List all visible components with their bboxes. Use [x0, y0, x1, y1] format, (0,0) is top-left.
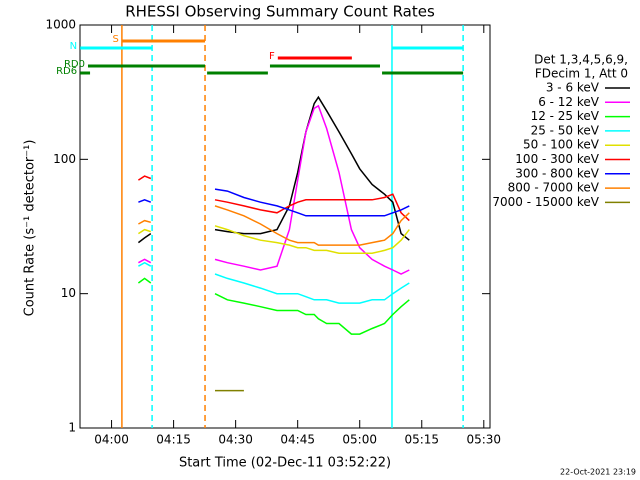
legend-label: 300 - 800 keV [515, 166, 599, 180]
legend-label: 6 - 12 keV [538, 95, 600, 109]
series-line [138, 188, 410, 217]
legend-label: 100 - 300 keV [515, 152, 599, 166]
flag-label: RD6 [56, 66, 77, 77]
y-tick-label: 1000 [45, 18, 76, 32]
series-line [138, 104, 410, 275]
x-tick-label: 04:00 [94, 433, 129, 447]
chart-title: RHESSI Observing Summary Count Rates [125, 3, 435, 21]
series-line [137, 175, 410, 222]
series-line [138, 205, 410, 246]
flag-label: N [70, 41, 77, 52]
y-axis-label: Count Rate (s⁻¹ detector⁻¹) [23, 140, 38, 317]
plot-frame [79, 24, 491, 429]
x-tick-label: 05:30 [466, 433, 501, 447]
legend-label: 3 - 6 keV [546, 81, 600, 95]
series-line [137, 95, 410, 244]
x-tick-label: 05:00 [342, 433, 377, 447]
legend-label: 7000 - 15000 keV [492, 195, 599, 209]
x-tick-label: 04:30 [218, 433, 253, 447]
legend-label: 25 - 50 keV [531, 123, 600, 137]
y-tick-label: 1 [68, 421, 76, 435]
legend-header: Det 1,3,4,5,6,9, [534, 53, 628, 67]
series-line [138, 261, 410, 304]
x-tick-label: 05:15 [404, 433, 439, 447]
legend-label: 50 - 100 keV [523, 138, 600, 152]
series-line [137, 277, 410, 335]
x-tick-label: 04:15 [156, 433, 191, 447]
legend-label: 12 - 25 keV [531, 109, 600, 123]
y-tick-label: 100 [53, 152, 76, 166]
flag-label: RD0 [64, 59, 85, 70]
x-axis-label: Start Time (02-Dec-11 03:52:22) [179, 456, 391, 471]
x-tick-label: 04:45 [280, 433, 315, 447]
legend-label: 800 - 7000 keV [508, 181, 600, 195]
flag-label: S [113, 34, 119, 45]
flag-label: F [269, 51, 275, 62]
series-line [137, 225, 410, 254]
y-tick-label: 10 [61, 286, 76, 300]
legend-header: FDecim 1, Att 0 [535, 67, 628, 81]
timestamp: 22-Oct-2021 23:19 [560, 468, 636, 477]
